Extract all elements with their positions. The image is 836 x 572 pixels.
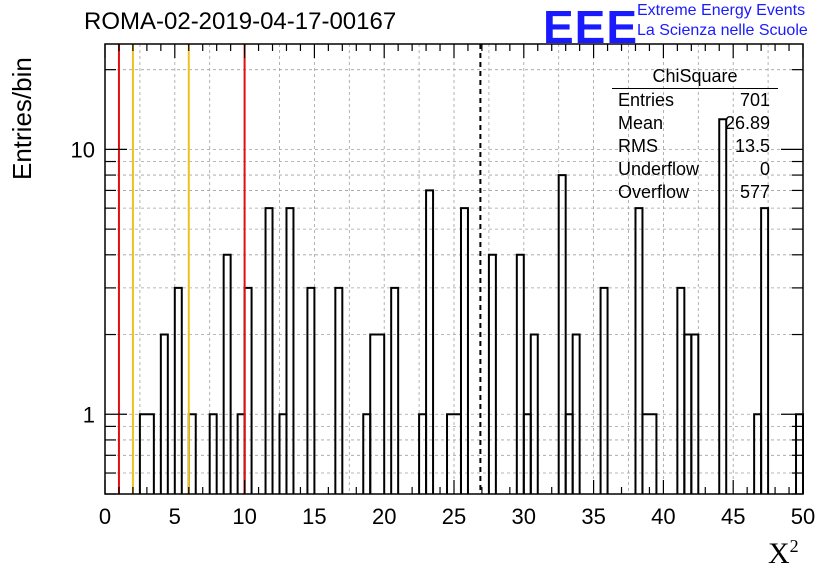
x-axis-title: X2 — [768, 536, 799, 571]
logo-tagline-2: La Scienza nelle Scuole — [637, 22, 808, 39]
x-tick-label: 15 — [302, 504, 326, 529]
stats-row-entries: Entries 701 — [612, 89, 778, 112]
x-tick-label: 40 — [651, 504, 675, 529]
logo-tagline-1: Extreme Energy Events — [637, 2, 806, 19]
y-tick-label: 1 — [83, 402, 95, 427]
histogram-bin — [425, 189, 435, 494]
x-tick-label: 5 — [169, 504, 181, 529]
histogram-bin — [557, 174, 567, 494]
stats-label: Overflow — [618, 182, 690, 202]
plot-title: ROMA-02-2019-04-17-00167 — [84, 8, 397, 35]
stats-value: 577 — [739, 182, 770, 202]
stats-row-mean: Mean 26.89 — [612, 112, 778, 135]
histogram-bin — [487, 253, 497, 494]
histogram-bin — [690, 333, 700, 494]
stats-row-rms: RMS 13.5 — [612, 135, 778, 158]
stats-box-title: ChiSquare — [612, 66, 778, 89]
stats-label: Entries — [618, 90, 675, 110]
x-tick-label: 50 — [791, 504, 815, 529]
histogram-bin — [243, 286, 253, 494]
histogram-bin — [334, 286, 344, 494]
histogram-bin — [571, 333, 581, 494]
histogram-bin — [159, 333, 169, 494]
x-tick-label: 35 — [581, 504, 605, 529]
histogram-bin — [222, 253, 232, 494]
histogram-bin — [459, 207, 469, 494]
stats-value: 701 — [739, 90, 770, 110]
histogram-bin — [208, 413, 218, 494]
y-axis-title: Entries/bin — [7, 57, 37, 180]
histogram-bin — [173, 286, 183, 494]
histogram-bin — [718, 118, 728, 494]
stats-value: 0 — [759, 159, 770, 179]
stats-value: 13.5 — [734, 136, 770, 156]
histogram-bin — [515, 253, 525, 494]
histogram-bin — [676, 286, 686, 494]
stats-row-underflow: Underflow 0 — [612, 158, 778, 181]
y-tick-label: 10 — [71, 137, 95, 162]
x-tick-label: 20 — [372, 504, 396, 529]
stats-label: RMS — [618, 136, 658, 156]
stats-row-overflow: Overflow 577 — [612, 181, 778, 204]
stats-box: ChiSquare Entries 701 Mean 26.89 RMS 13.5 U… — [612, 66, 778, 204]
x-tick-label: 10 — [232, 504, 256, 529]
x-tick-label: 25 — [442, 504, 466, 529]
x-axis-title-superscript: 2 — [789, 536, 799, 556]
histogram-bin — [390, 286, 400, 494]
stats-value: 26.89 — [724, 113, 770, 133]
histogram-bin — [634, 207, 644, 494]
histogram-bin — [285, 207, 295, 494]
histogram-bin — [264, 207, 274, 494]
histogram-bin — [369, 333, 386, 494]
x-tick-label: 45 — [721, 504, 745, 529]
histogram-bin — [599, 286, 609, 494]
x-axis-title-base: X — [768, 537, 790, 570]
histogram-bin — [760, 207, 770, 494]
histogram-bin — [641, 413, 658, 494]
x-tick-label: 30 — [512, 504, 536, 529]
stats-label: Mean — [618, 113, 664, 133]
stats-label: Underflow — [618, 159, 700, 179]
x-tick-label: 0 — [99, 504, 111, 529]
histogram-bin — [306, 286, 316, 494]
histogram-bin — [138, 413, 155, 494]
histogram-bin — [529, 333, 539, 494]
